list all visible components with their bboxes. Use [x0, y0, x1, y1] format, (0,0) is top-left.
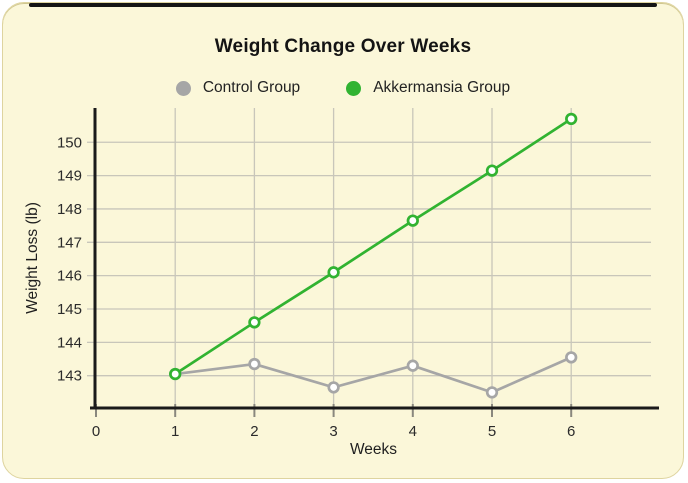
data-point-marker — [406, 214, 419, 227]
data-point-marker — [169, 367, 182, 381]
x-tick-label: 3 — [329, 423, 337, 440]
y-tick-label: 148 — [57, 201, 82, 218]
data-point-marker — [248, 357, 261, 371]
legend-label: Akkermansia Group — [373, 79, 511, 96]
x-axis-title: Weeks — [349, 441, 398, 458]
y-tick-label: 145 — [57, 301, 82, 318]
legend: Control Group Akkermansia Group — [3, 79, 683, 97]
series-line — [173, 117, 573, 376]
data-point-marker — [248, 316, 261, 329]
y-tick-label: 144 — [57, 334, 82, 351]
data-point-marker — [406, 359, 419, 372]
legend-item-akkermansia-group: Akkermansia Group — [346, 79, 510, 97]
data-point-marker — [565, 112, 578, 126]
y-tick-label: 147 — [57, 234, 82, 251]
y-tick-label: 149 — [57, 168, 82, 185]
data-point-marker — [327, 381, 340, 394]
series-line — [173, 356, 573, 394]
data-point-marker — [485, 164, 499, 177]
y-tick-label: 150 — [57, 134, 82, 151]
y-tick-label: 143 — [57, 368, 82, 385]
x-tick-label: 4 — [409, 423, 417, 440]
x-tick-label: 2 — [250, 423, 258, 440]
x-tick-label: 1 — [171, 423, 179, 440]
legend-marker-icon — [175, 80, 191, 96]
data-point-marker — [327, 266, 340, 279]
data-point-marker — [485, 386, 499, 399]
chart-card: Weight Change Over Weeks Control Group A… — [2, 2, 684, 479]
x-tick-label: 6 — [567, 423, 575, 440]
card-top-edge — [29, 3, 657, 7]
legend-item-control-group: Control Group — [175, 79, 301, 97]
y-tick-label: 146 — [57, 268, 82, 285]
line-chart-plot-area: 143 144 145 146 147 148 149 150 0 1 2 3 4 5 6 — [57, 108, 659, 440]
x-tick-label: 5 — [488, 423, 496, 440]
data-point-marker — [565, 351, 578, 364]
legend-marker-icon — [346, 80, 362, 96]
legend-label: Control Group — [202, 79, 301, 96]
y-axis-title: Weight Loss (lb) — [24, 202, 41, 314]
x-tick-label: 0 — [92, 423, 100, 440]
chart-title: Weight Change Over Weeks — [214, 36, 472, 57]
